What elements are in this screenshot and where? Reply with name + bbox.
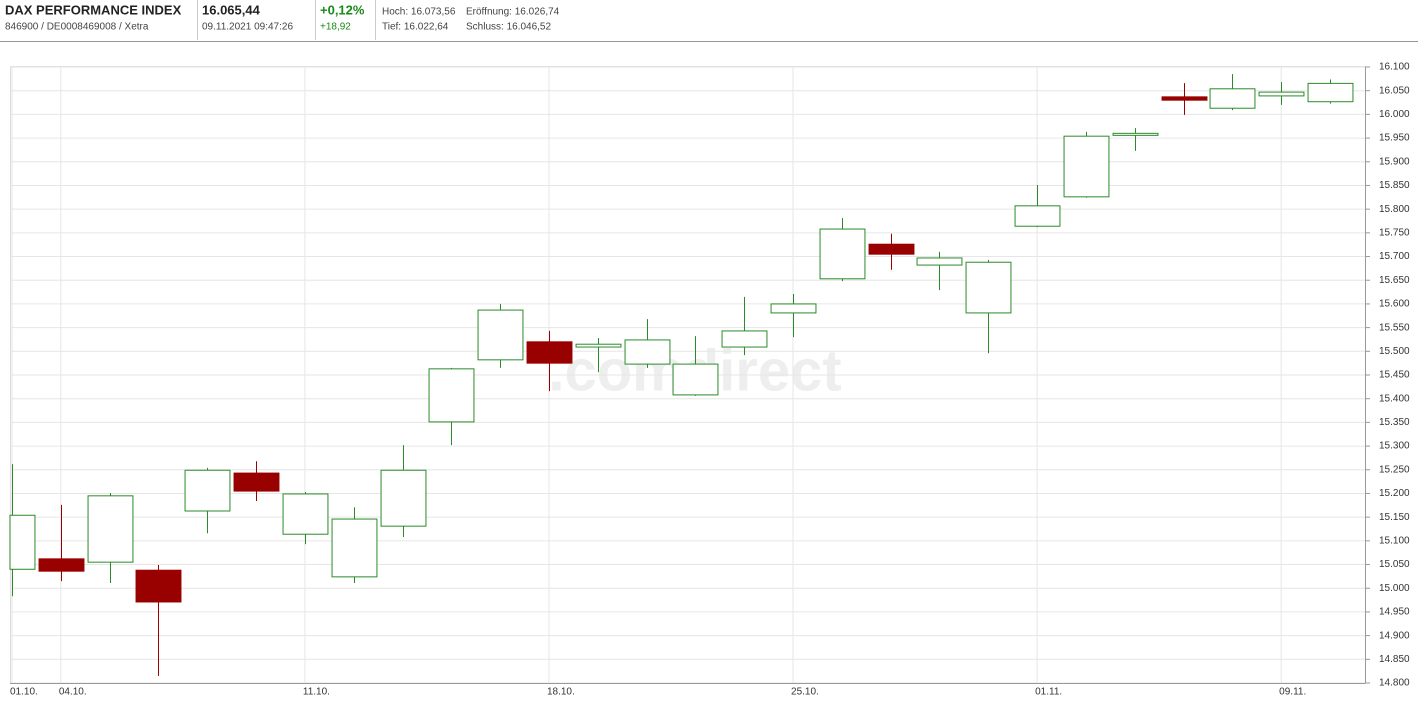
candle-body [575, 343, 622, 348]
x-tick-label: 18.10. [547, 687, 575, 698]
candle-body [380, 469, 427, 527]
price-time: 09.11.2021 09:47:26 [202, 22, 293, 33]
candle-body [233, 472, 280, 492]
y-tick-label: 15.700 [1379, 251, 1410, 262]
candle-body [1258, 91, 1305, 97]
y-tick-label: 15.500 [1379, 346, 1410, 357]
candle-body [672, 363, 719, 396]
y-tick-label: 15.400 [1379, 393, 1410, 404]
candle-body [1112, 132, 1159, 136]
y-tick-label: 15.050 [1379, 559, 1410, 570]
candle-body [184, 469, 231, 512]
candle-body [87, 495, 134, 563]
y-tick-label: 15.300 [1379, 441, 1410, 452]
candle-body [1161, 96, 1208, 101]
candle-body [477, 309, 524, 361]
candle-body [770, 303, 817, 314]
x-tick-label: 09.11. [1279, 687, 1306, 698]
y-tick-label: 15.650 [1379, 275, 1410, 286]
quote-header: DAX PERFORMANCE INDEX 846900 / DE0008469… [0, 0, 1418, 42]
y-tick-label: 15.850 [1379, 180, 1410, 191]
y-tick-label: 15.550 [1379, 322, 1410, 333]
y-tick-label: 15.750 [1379, 227, 1410, 238]
candle-body [331, 518, 378, 578]
candle-body [135, 569, 182, 603]
y-tick-label: 15.900 [1379, 156, 1410, 167]
y-tick-label: 15.800 [1379, 204, 1410, 215]
candle-body [1063, 135, 1110, 198]
y-tick-label: 14.900 [1379, 630, 1410, 641]
y-tick-label: 16.100 [1379, 62, 1410, 73]
candle-body [526, 341, 573, 364]
candle-body [965, 261, 1012, 314]
candle-body [1014, 205, 1061, 227]
y-tick-label: 15.250 [1379, 464, 1410, 475]
y-tick-label: 15.600 [1379, 299, 1410, 310]
candle-body [428, 368, 475, 423]
instrument-name: DAX PERFORMANCE INDEX [5, 2, 182, 17]
y-tick-label: 15.000 [1379, 583, 1410, 594]
x-tick-label: 25.10. [791, 687, 819, 698]
day-high: Hoch: 16.073,56 [382, 7, 456, 18]
prev-close: Schluss: 16.046,52 [466, 22, 551, 33]
instrument-ids: 846900 / DE0008469008 / Xetra [5, 22, 149, 33]
day-open: Eröffnung: 16.026,74 [466, 7, 560, 18]
candle-body [1307, 82, 1354, 103]
y-tick-label: 14.950 [1379, 607, 1410, 618]
change-absolute: +18,92 [320, 22, 351, 33]
x-tick-label: 01.11. [1035, 687, 1062, 698]
candle-body [721, 330, 768, 348]
y-tick-label: 14.850 [1379, 654, 1410, 665]
y-tick-label: 15.450 [1379, 370, 1410, 381]
y-tick-label: 14.800 [1379, 678, 1410, 689]
candle-body [624, 339, 671, 365]
candle-body [1209, 88, 1256, 109]
x-tick-label: 04.10. [59, 687, 87, 698]
y-tick-label: 16.050 [1379, 85, 1410, 96]
change-percent: +0,12% [320, 2, 365, 17]
y-tick-label: 15.950 [1379, 133, 1410, 144]
candle-body [9, 514, 36, 570]
x-tick-label: 11.10. [303, 687, 330, 698]
candle-body [819, 228, 866, 280]
y-tick-label: 15.100 [1379, 535, 1410, 546]
day-low: Tief: 16.022,64 [382, 22, 449, 33]
x-tick-label: 01.10. [10, 687, 38, 698]
y-tick-label: 15.200 [1379, 488, 1410, 499]
y-tick-label: 16.000 [1379, 109, 1410, 120]
last-price: 16.065,44 [202, 2, 261, 17]
candle-body [868, 243, 915, 255]
candle-body [916, 257, 963, 266]
y-tick-label: 15.150 [1379, 512, 1410, 523]
candle-body [282, 493, 329, 535]
candle-body [38, 558, 85, 572]
y-tick-label: 15.350 [1379, 417, 1410, 428]
